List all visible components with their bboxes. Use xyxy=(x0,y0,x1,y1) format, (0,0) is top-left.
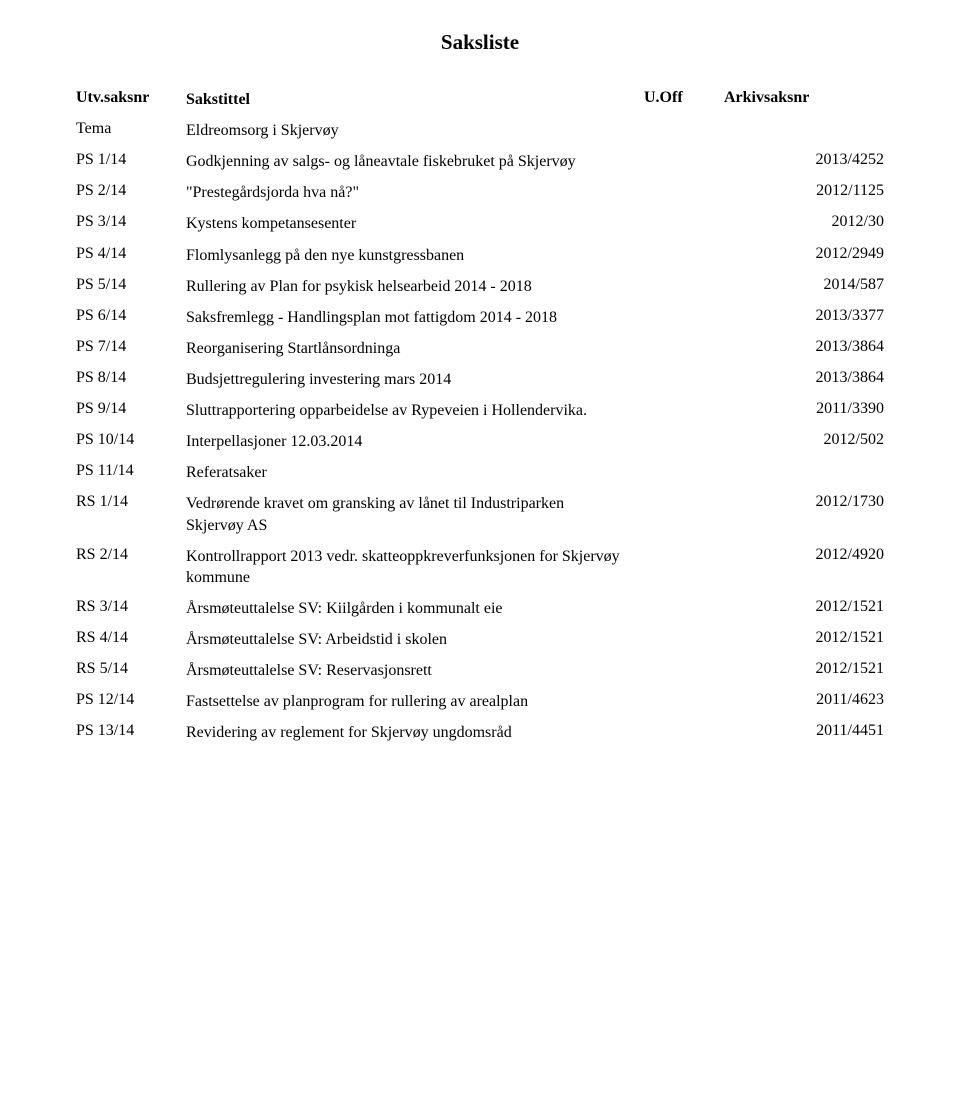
cell-arkiv: 2012/1125 xyxy=(724,182,884,200)
cell-saksnr: RS 2/14 xyxy=(76,546,186,564)
table-row: PS 1/14Godkjenning av salgs- og låneavta… xyxy=(76,151,884,172)
table-row: PS 12/14Fastsettelse av planprogram for … xyxy=(76,691,884,712)
cell-sakstittel: "Prestegårdsjorda hva nå?" xyxy=(186,182,644,203)
table-row: PS 11/14Referatsaker xyxy=(76,462,884,483)
cell-sakstittel: Rullering av Plan for psykisk helsearbei… xyxy=(186,276,644,297)
header-arkiv: Arkivsaksnr xyxy=(724,89,884,110)
cell-saksnr: PS 10/14 xyxy=(76,431,186,449)
cell-saksnr: PS 7/14 xyxy=(76,338,186,356)
cell-arkiv: 2012/2949 xyxy=(724,245,884,263)
cell-saksnr: RS 3/14 xyxy=(76,598,186,616)
cell-arkiv: 2012/502 xyxy=(724,431,884,449)
cell-saksnr: PS 3/14 xyxy=(76,213,186,231)
table-row: PS 5/14Rullering av Plan for psykisk hel… xyxy=(76,276,884,297)
cell-arkiv: 2012/1730 xyxy=(724,493,884,511)
cell-sakstittel: Revidering av reglement for Skjervøy ung… xyxy=(186,722,644,743)
cell-sakstittel: Saksfremlegg - Handlingsplan mot fattigd… xyxy=(186,307,644,328)
cell-sakstittel: Kystens kompetansesenter xyxy=(186,213,644,234)
cell-arkiv: 2013/4252 xyxy=(724,151,884,169)
header-uoff: U.Off xyxy=(644,89,724,110)
cell-arkiv: 2012/4920 xyxy=(724,546,884,564)
cell-arkiv: 2013/3377 xyxy=(724,307,884,325)
table-header-row: Utv.saksnr Sakstittel U.Off Arkivsaksnr xyxy=(76,89,884,110)
cell-sakstittel: Interpellasjoner 12.03.2014 xyxy=(186,431,644,452)
table-row: RS 2/14Kontrollrapport 2013 vedr. skatte… xyxy=(76,546,884,588)
cell-sakstittel: Kontrollrapport 2013 vedr. skatteoppkrev… xyxy=(186,546,644,588)
table-row: RS 5/14Årsmøteuttalelse SV: Reservasjons… xyxy=(76,660,884,681)
table-row: PS 7/14Reorganisering Startlånsordninga 2… xyxy=(76,338,884,359)
table-row: PS 13/14Revidering av reglement for Skje… xyxy=(76,722,884,743)
cell-sakstittel: Årsmøteuttalelse SV: Kiilgården i kommun… xyxy=(186,598,644,619)
cell-sakstittel: Vedrørende kravet om gransking av lånet … xyxy=(186,493,644,535)
table-row: RS 3/14Årsmøteuttalelse SV: Kiilgården i… xyxy=(76,598,884,619)
table-row: PS 8/14Budsjettregulering investering ma… xyxy=(76,369,884,390)
table-row: PS 2/14"Prestegårdsjorda hva nå?" 2012/11… xyxy=(76,182,884,203)
cell-sakstittel: Reorganisering Startlånsordninga xyxy=(186,338,644,359)
cell-arkiv: 2013/3864 xyxy=(724,338,884,356)
table-row: PS 4/14Flomlysanlegg på den nye kunstgre… xyxy=(76,245,884,266)
cell-saksnr: RS 4/14 xyxy=(76,629,186,647)
cell-saksnr: Tema xyxy=(76,120,186,138)
cell-saksnr: PS 2/14 xyxy=(76,182,186,200)
table-body: TemaEldreomsorg i SkjervøyPS 1/14Godkjen… xyxy=(76,120,884,743)
cell-sakstittel: Referatsaker xyxy=(186,462,644,483)
cell-saksnr: PS 11/14 xyxy=(76,462,186,480)
cell-sakstittel: Årsmøteuttalelse SV: Reservasjonsrett xyxy=(186,660,644,681)
cell-arkiv: 2011/3390 xyxy=(724,400,884,418)
cell-sakstittel: Eldreomsorg i Skjervøy xyxy=(186,120,644,141)
cell-arkiv: 2014/587 xyxy=(724,276,884,294)
header-sakstittel: Sakstittel xyxy=(186,89,644,110)
cell-arkiv: 2011/4451 xyxy=(724,722,884,740)
table-row: PS 6/14Saksfremlegg - Handlingsplan mot … xyxy=(76,307,884,328)
cell-saksnr: RS 5/14 xyxy=(76,660,186,678)
cell-sakstittel: Flomlysanlegg på den nye kunstgressbanen xyxy=(186,245,644,266)
table-row: RS 4/14Årsmøteuttalelse SV: Arbeidstid i… xyxy=(76,629,884,650)
cell-arkiv: 2012/1521 xyxy=(724,629,884,647)
cell-saksnr: PS 6/14 xyxy=(76,307,186,325)
cell-saksnr: PS 13/14 xyxy=(76,722,186,740)
page-title: Saksliste xyxy=(76,30,884,55)
cell-saksnr: PS 4/14 xyxy=(76,245,186,263)
cell-arkiv: 2011/4623 xyxy=(724,691,884,709)
table-row: PS 10/14Interpellasjoner 12.03.2014 2012/… xyxy=(76,431,884,452)
cell-saksnr: PS 8/14 xyxy=(76,369,186,387)
header-saksnr: Utv.saksnr xyxy=(76,89,186,110)
table-row: PS 3/14Kystens kompetansesenter 2012/30 xyxy=(76,213,884,234)
cell-saksnr: PS 1/14 xyxy=(76,151,186,169)
cell-saksnr: PS 9/14 xyxy=(76,400,186,418)
cell-sakstittel: Sluttrapportering opparbeidelse av Rypev… xyxy=(186,400,644,421)
table-row: RS 1/14Vedrørende kravet om gransking av… xyxy=(76,493,884,535)
cell-sakstittel: Budsjettregulering investering mars 2014 xyxy=(186,369,644,390)
cell-arkiv: 2012/30 xyxy=(724,213,884,231)
cell-arkiv: 2012/1521 xyxy=(724,598,884,616)
cell-sakstittel: Godkjenning av salgs- og låneavtale fisk… xyxy=(186,151,644,172)
table-row: TemaEldreomsorg i Skjervøy xyxy=(76,120,884,141)
cell-saksnr: PS 12/14 xyxy=(76,691,186,709)
cell-arkiv: 2012/1521 xyxy=(724,660,884,678)
cell-sakstittel: Årsmøteuttalelse SV: Arbeidstid i skolen xyxy=(186,629,644,650)
cell-saksnr: PS 5/14 xyxy=(76,276,186,294)
cell-arkiv: 2013/3864 xyxy=(724,369,884,387)
cell-saksnr: RS 1/14 xyxy=(76,493,186,511)
cell-sakstittel: Fastsettelse av planprogram for rullerin… xyxy=(186,691,644,712)
table-row: PS 9/14Sluttrapportering opparbeidelse a… xyxy=(76,400,884,421)
